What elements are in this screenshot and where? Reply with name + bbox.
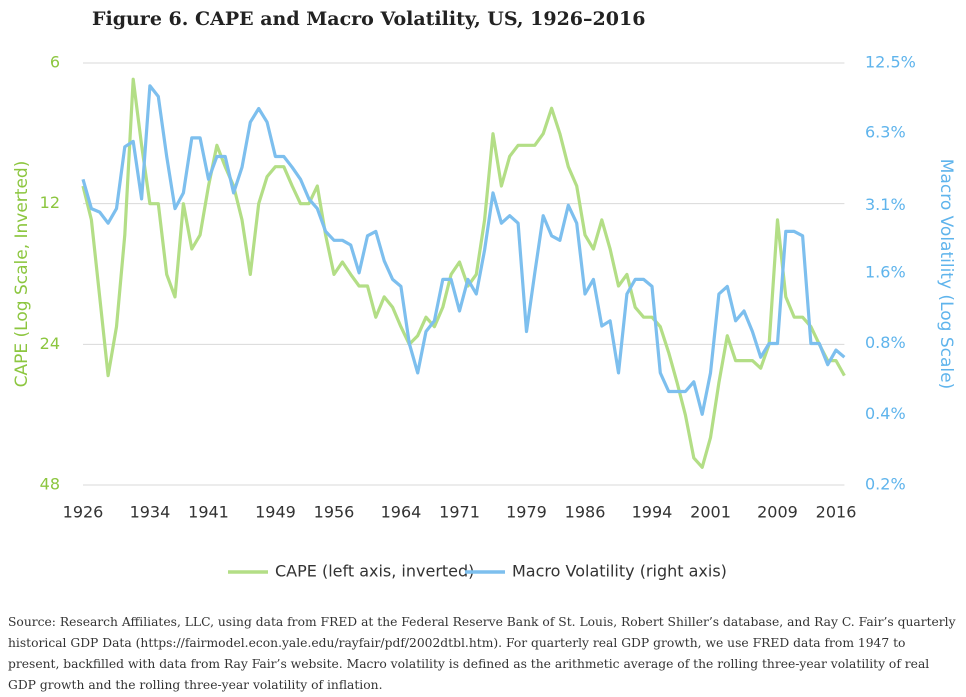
legend-label: Macro Volatility (right axis): [512, 562, 727, 581]
series-line: [81, 84, 846, 416]
legend-label: CAPE (left axis, inverted): [275, 562, 474, 581]
chart: Figure 6. CAPE and Macro Volatility, US,…: [12, 8, 956, 581]
x-tick-label: 2009: [757, 503, 798, 522]
x-tick-label: 1934: [130, 503, 171, 522]
y-axis-title: CAPE (Log Scale, Inverted): [12, 161, 32, 388]
y2-tick-label: 0.2%: [865, 475, 906, 494]
y-tick-label: 24: [40, 334, 60, 353]
x-tick-label: 1994: [632, 503, 673, 522]
x-tick-label: 1949: [255, 503, 296, 522]
x-tick-label: 1971: [439, 503, 480, 522]
y-tick-label: 48: [40, 475, 60, 494]
x-tick-label: 1979: [506, 503, 547, 522]
chart-title: Figure 6. CAPE and Macro Volatility, US,…: [92, 8, 645, 30]
x-tick-label: 1986: [565, 503, 606, 522]
y2-axis-title: Macro Volatility (Log Scale): [936, 159, 956, 389]
y2-tick-label: 6.3%: [865, 122, 906, 141]
y-tick-label: 6: [50, 53, 60, 72]
y2-tick-label: 0.8%: [865, 333, 906, 352]
y2-tick-label: 12.5%: [865, 53, 916, 72]
x-tick-label: 1941: [188, 503, 229, 522]
source-note: Source: Research Affiliates, LLC, using …: [8, 615, 956, 692]
x-tick-label: 1926: [63, 503, 104, 522]
x-tick-label: 2001: [690, 503, 731, 522]
y2-tick-label: 1.6%: [865, 262, 906, 281]
x-tick-label: 1964: [381, 503, 422, 522]
y2-tick-label: 3.1%: [865, 195, 906, 214]
y-tick-label: 12: [40, 193, 60, 212]
y2-tick-label: 0.4%: [865, 404, 906, 423]
x-tick-label: 1956: [314, 503, 355, 522]
x-tick-label: 2016: [816, 503, 857, 522]
